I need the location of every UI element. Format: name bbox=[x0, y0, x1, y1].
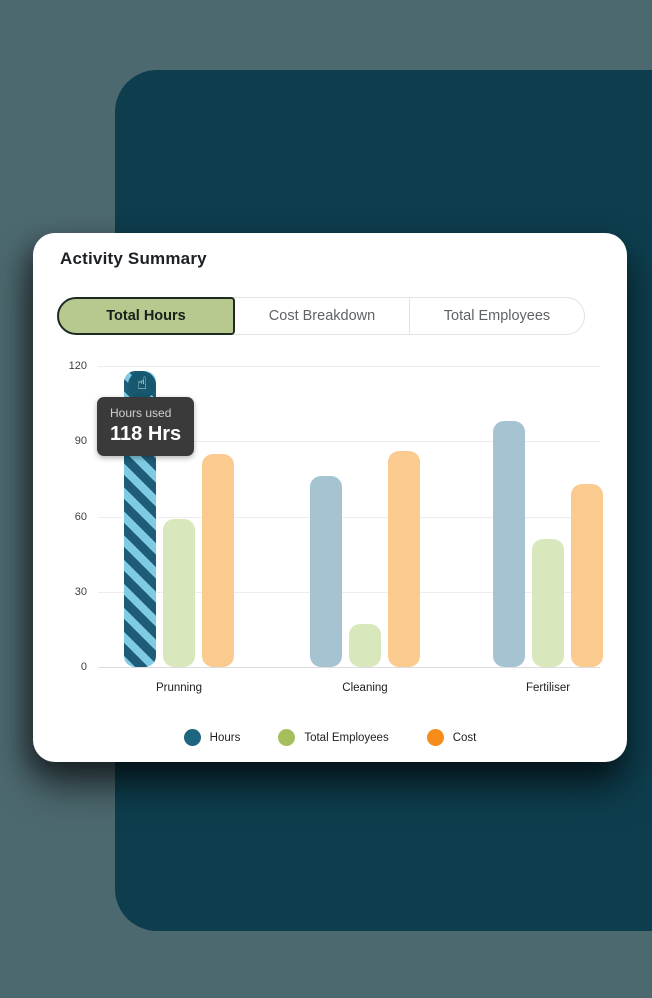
bar-total-employees-cleaning[interactable] bbox=[349, 624, 381, 667]
bar-tooltip: Hours used 118 Hrs bbox=[97, 397, 195, 456]
gridline-60 bbox=[98, 516, 600, 518]
tooltip-label: Hours used bbox=[110, 406, 172, 420]
legend-label: Cost bbox=[452, 731, 477, 744]
legend-item-total-employees: Total Employees bbox=[278, 729, 389, 746]
tooltip-value: 118 Hrs bbox=[110, 423, 182, 445]
x-label-prunning: Prunning bbox=[155, 682, 203, 694]
legend-item-cost: Cost bbox=[426, 729, 477, 746]
y-tick-90: 90 bbox=[74, 435, 87, 448]
gridline-0 bbox=[98, 667, 600, 668]
legend-dot-icon bbox=[278, 729, 296, 746]
activity-summary-card: Activity Summary Total Hours Cost Breakdo… bbox=[33, 233, 627, 762]
hand-cursor: ☝ bbox=[128, 371, 156, 399]
y-tick-30: 30 bbox=[74, 585, 87, 598]
legend-item-hours: Hours bbox=[183, 729, 241, 746]
bar-cost-prunning[interactable] bbox=[202, 453, 234, 667]
chart-legend: Hours Total Employees Cost bbox=[33, 729, 627, 746]
y-tick-0: 0 bbox=[80, 661, 87, 673]
hand-cursor-icon: ☝ bbox=[136, 373, 148, 394]
tab-total-hours[interactable]: Total Hours bbox=[57, 297, 235, 335]
gridline-30 bbox=[98, 591, 600, 593]
x-label-fertiliser: Fertiliser bbox=[525, 682, 571, 694]
tab-total-employees[interactable]: Total Employees bbox=[410, 298, 584, 334]
legend-label: Total Employees bbox=[304, 731, 389, 744]
bar-cost-fertiliser[interactable] bbox=[571, 483, 603, 667]
legend-label: Hours bbox=[209, 731, 241, 744]
y-tick-120: 120 bbox=[68, 360, 87, 372]
gridline-90 bbox=[98, 441, 600, 443]
tab-cost-breakdown[interactable]: Cost Breakdown bbox=[235, 298, 409, 334]
y-tick-60: 60 bbox=[74, 510, 87, 523]
bar-hours-cleaning[interactable] bbox=[310, 476, 342, 667]
tab-separator bbox=[409, 298, 410, 334]
bar-hours-fertiliser[interactable] bbox=[493, 421, 525, 667]
bar-cost-cleaning[interactable] bbox=[388, 451, 420, 667]
tab-bar: Total Hours Cost Breakdown Total Employees bbox=[57, 297, 585, 335]
legend-dot-icon bbox=[426, 729, 444, 746]
x-label-cleaning: Cleaning bbox=[342, 682, 388, 694]
gridline-120 bbox=[98, 366, 600, 367]
legend-dot-icon bbox=[183, 729, 201, 746]
bar-total-employees-fertiliser[interactable] bbox=[532, 539, 564, 667]
bar-total-employees-prunning[interactable] bbox=[163, 519, 195, 667]
card-title: Activity Summary bbox=[60, 249, 207, 268]
